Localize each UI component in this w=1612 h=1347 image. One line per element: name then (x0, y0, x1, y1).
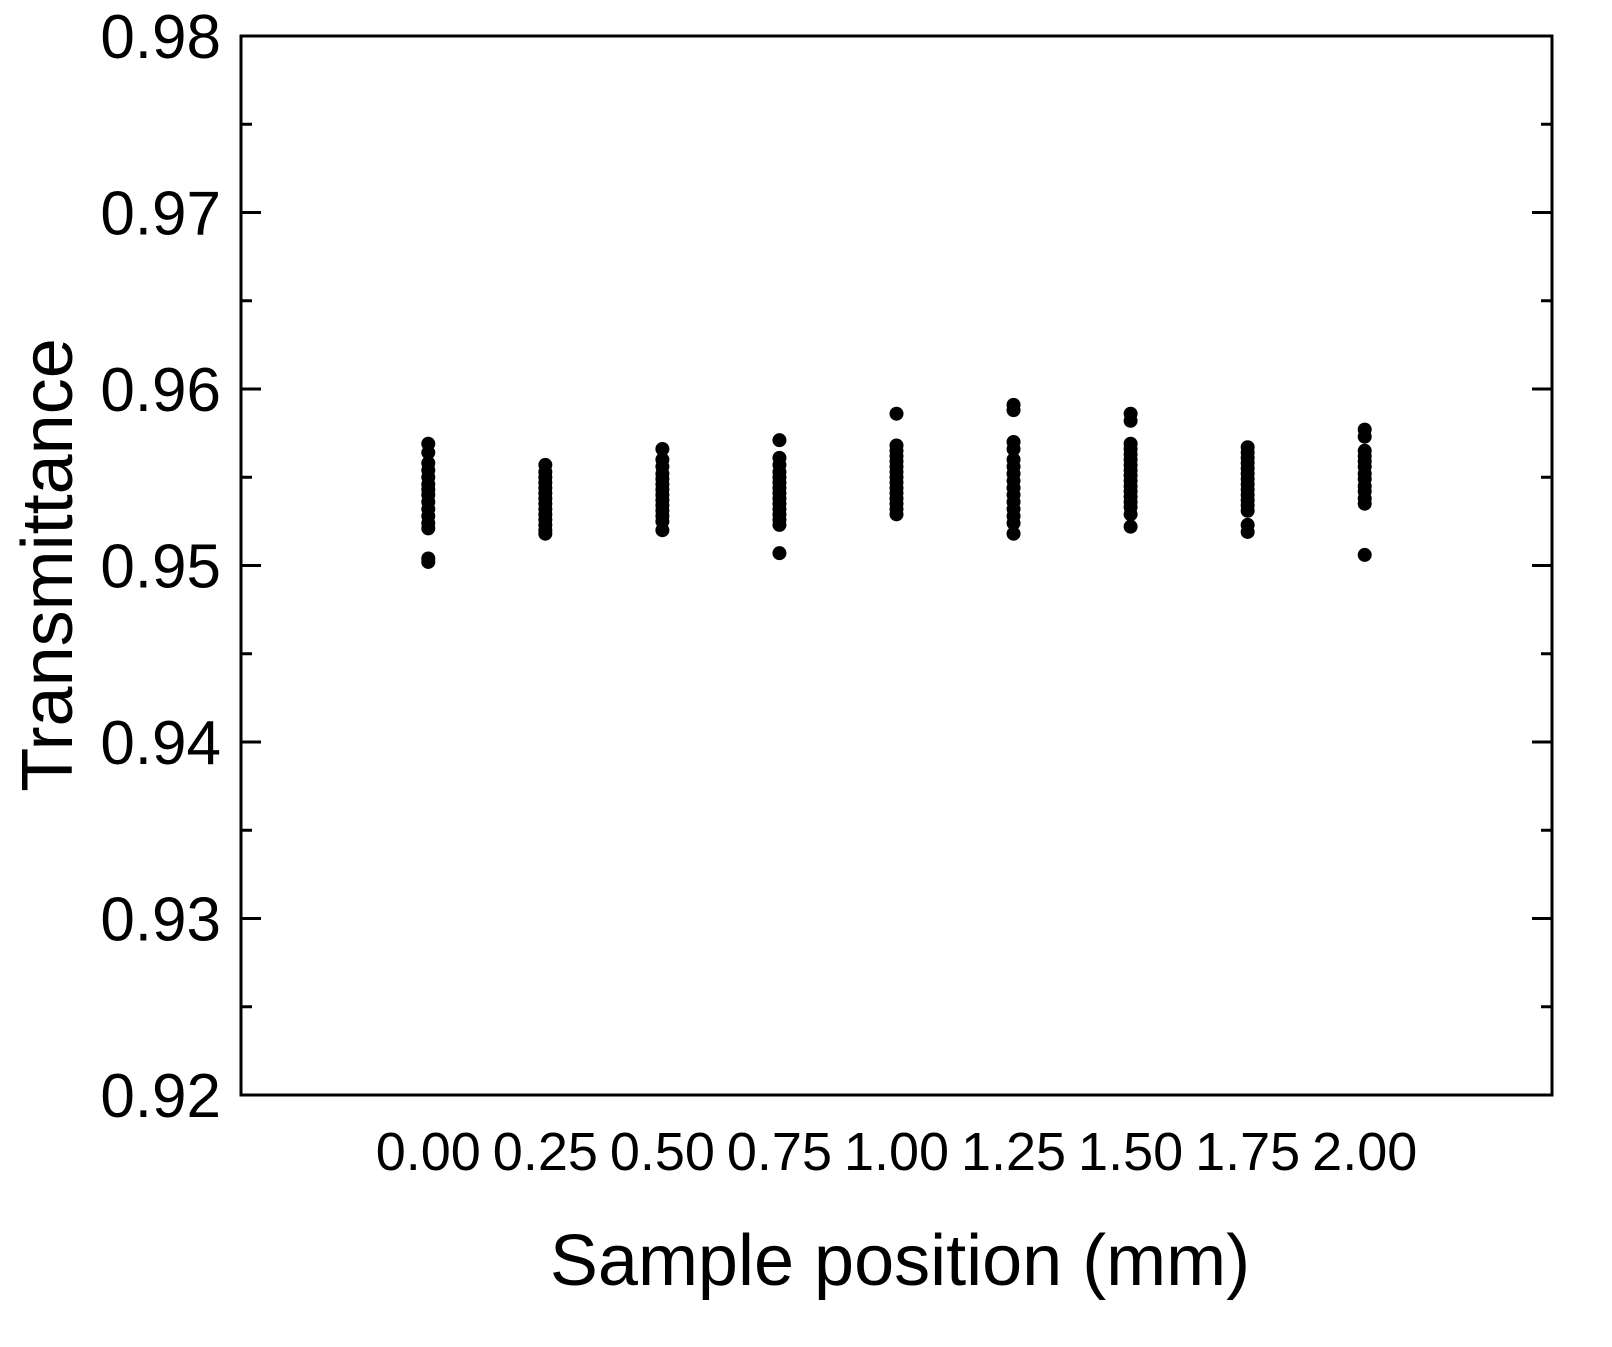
y-tick-label: 0.98 (100, 3, 221, 72)
data-points (421, 397, 1372, 569)
x-tick-label: 0.50 (610, 1122, 715, 1182)
y-axis-title: Transmittance (8, 338, 88, 791)
data-point (1006, 526, 1021, 541)
y-tick-label: 0.96 (100, 356, 221, 425)
data-point (889, 406, 904, 421)
data-point (1006, 442, 1021, 457)
x-tick-label: 0.25 (493, 1122, 598, 1182)
y-tick-label: 0.93 (100, 886, 221, 955)
data-point (1357, 496, 1372, 511)
x-tick-label: 1.00 (844, 1122, 949, 1182)
x-tick-label: 0.00 (376, 1122, 481, 1182)
data-point (1006, 516, 1021, 531)
y-tick-label: 0.95 (100, 533, 221, 602)
plot-area (239, 34, 1554, 1097)
data-point (1240, 524, 1255, 539)
x-tick-label: 2.00 (1312, 1122, 1417, 1182)
data-point (538, 526, 553, 541)
x-tick-label: 1.75 (1195, 1122, 1300, 1182)
y-axis-ticks: 0.92 0.93 0.94 0.95 0.96 0.97 0.98 (100, 3, 1552, 1131)
data-point (1357, 547, 1372, 562)
x-axis-title: Sample position (mm) (550, 1221, 1250, 1301)
data-point (889, 507, 904, 522)
data-point (1006, 403, 1021, 418)
data-point (655, 523, 670, 538)
x-tick-label: 0.75 (727, 1122, 832, 1182)
data-point (1123, 413, 1138, 428)
data-point (1357, 429, 1372, 444)
data-point (772, 433, 787, 448)
data-point (421, 521, 436, 536)
data-point (421, 554, 436, 569)
data-point (772, 517, 787, 532)
x-axis-ticks: 0.00 0.25 0.50 0.75 1.00 1.25 1.50 1.75 2.00 (376, 1122, 1418, 1182)
data-point (1240, 503, 1255, 518)
data-point (772, 546, 787, 561)
data-point (1123, 507, 1138, 522)
data-point (1123, 519, 1138, 534)
y-tick-label: 0.92 (100, 1062, 221, 1131)
data-point (655, 442, 670, 457)
y-tick-label: 0.94 (100, 709, 221, 778)
x-tick-label: 1.50 (1078, 1122, 1183, 1182)
data-point (421, 445, 436, 460)
y-tick-label: 0.97 (100, 180, 221, 249)
x-tick-label: 1.25 (961, 1122, 1066, 1182)
